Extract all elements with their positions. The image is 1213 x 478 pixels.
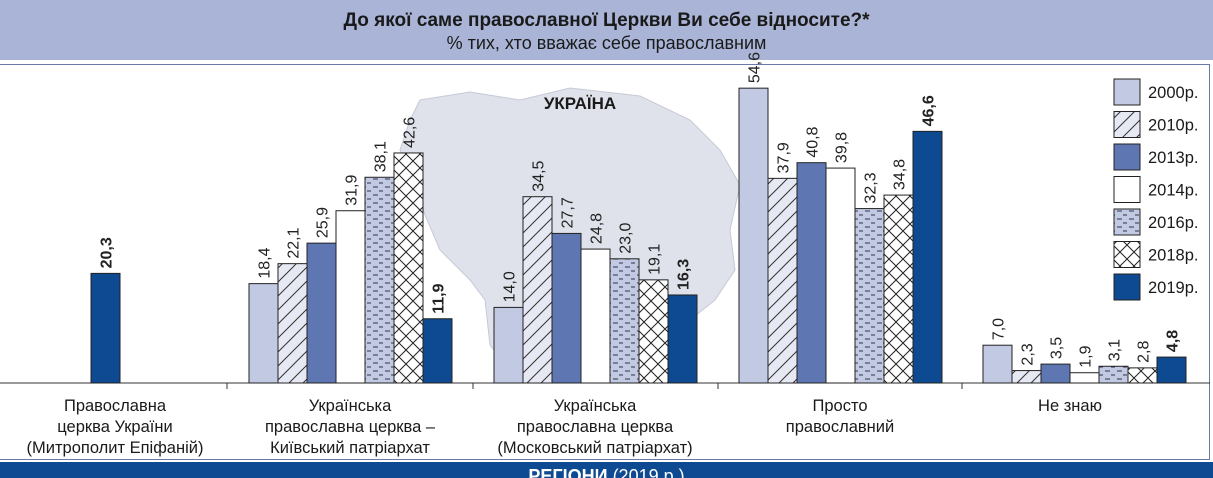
chart-frame xyxy=(0,64,1210,460)
regions-title: РЕГІОНИ xyxy=(528,466,608,478)
bar xyxy=(854,208,885,384)
bar xyxy=(738,87,769,384)
chart-title: До якої саме православної Церкви Ви себе… xyxy=(343,10,870,31)
category-label: православна церква xyxy=(517,418,674,436)
data-label: 34,8 xyxy=(892,159,909,190)
data-label: 16,3 xyxy=(676,259,693,290)
data-label: 2,8 xyxy=(1136,341,1153,363)
chart-subtitle: % тих, хто вважає себе православним xyxy=(446,33,767,53)
regions-bar: РЕГІОНИ (2019 р.) xyxy=(0,462,1213,478)
legend-swatch xyxy=(1113,208,1141,236)
bar xyxy=(306,242,337,384)
bar xyxy=(1040,363,1071,384)
category-label: Київський патріархат xyxy=(270,439,430,457)
data-label: 37,9 xyxy=(776,142,793,173)
data-label: 42,6 xyxy=(402,117,419,148)
legend-swatch xyxy=(1113,78,1141,106)
data-label: 54,6 xyxy=(747,52,764,83)
data-label: 20,3 xyxy=(99,237,116,268)
bar xyxy=(90,272,121,384)
data-label: 2,3 xyxy=(1020,343,1037,365)
bar xyxy=(335,210,366,384)
legend-swatch xyxy=(1113,176,1141,203)
legend-swatch xyxy=(1113,111,1141,138)
category-label: Не знаю xyxy=(1038,397,1102,415)
data-label: 7,0 xyxy=(991,318,1008,340)
data-label: 39,8 xyxy=(834,132,851,163)
data-label: 34,5 xyxy=(531,160,548,191)
data-label: 4,8 xyxy=(1165,330,1182,352)
bar xyxy=(248,283,279,384)
data-label: 14,0 xyxy=(502,271,519,302)
category-label: церква України xyxy=(57,418,172,436)
data-label: 40,8 xyxy=(805,126,822,157)
legend-label: 2000р. xyxy=(1148,84,1198,102)
legend-label: 2010р. xyxy=(1148,117,1198,135)
data-label: 32,3 xyxy=(863,172,880,203)
chart-header: До якої саме православної Церкви Ви себе… xyxy=(0,0,1213,60)
category-label: Просто xyxy=(812,397,867,415)
legend-label: 2014р. xyxy=(1148,182,1198,200)
category-label: православна церква – xyxy=(265,418,436,436)
category-label: (Московський патріархат) xyxy=(497,439,692,457)
map-label: УКРАЇНА xyxy=(544,94,616,113)
legend-label: 2019р. xyxy=(1148,279,1198,297)
bar xyxy=(883,194,914,384)
bar xyxy=(1127,367,1158,384)
data-label: 25,9 xyxy=(315,207,332,238)
category-label: Православна xyxy=(64,397,167,415)
legend-label: 2016р. xyxy=(1148,214,1198,232)
bar xyxy=(638,279,669,384)
bar xyxy=(364,176,395,384)
data-label: 24,8 xyxy=(589,213,606,244)
category-label: Українська xyxy=(554,397,637,415)
data-label: 31,9 xyxy=(344,174,361,205)
bar xyxy=(551,232,582,384)
bar xyxy=(982,344,1013,384)
data-label: 11,9 xyxy=(431,283,448,313)
legend-swatch xyxy=(1113,273,1141,301)
legend-label: 2018р. xyxy=(1148,247,1198,265)
legend-label: 2013р. xyxy=(1148,149,1198,167)
bar xyxy=(1156,356,1187,384)
data-label: 18,4 xyxy=(257,247,274,278)
bar xyxy=(667,294,698,384)
bar xyxy=(767,177,798,384)
data-label: 3,5 xyxy=(1049,337,1066,359)
bar xyxy=(277,263,308,384)
bar xyxy=(1011,370,1042,384)
data-label: 3,1 xyxy=(1107,339,1124,361)
category-label: православний xyxy=(786,418,894,436)
bar xyxy=(1098,365,1129,384)
bar xyxy=(393,152,424,384)
bar xyxy=(522,196,553,384)
category-label: Українська xyxy=(309,397,392,415)
legend-swatch xyxy=(1113,241,1141,268)
bar xyxy=(825,167,856,384)
data-label: 23,0 xyxy=(618,223,635,254)
data-label: 19,1 xyxy=(647,244,664,275)
bar xyxy=(493,306,524,384)
bar xyxy=(912,130,943,384)
bar xyxy=(422,318,453,384)
data-label: 27,7 xyxy=(560,197,577,228)
category-label: (Митрополит Епіфаній) xyxy=(27,439,204,457)
data-label: 46,6 xyxy=(921,95,938,126)
bar xyxy=(609,258,640,384)
data-label: 1,9 xyxy=(1078,345,1095,367)
legend-swatch xyxy=(1113,143,1141,171)
bar xyxy=(580,248,611,384)
regions-year: (2019 р.) xyxy=(612,466,685,478)
bar xyxy=(1069,372,1100,384)
bar xyxy=(796,162,827,384)
data-label: 38,1 xyxy=(373,141,390,172)
data-label: 22,1 xyxy=(286,227,303,258)
